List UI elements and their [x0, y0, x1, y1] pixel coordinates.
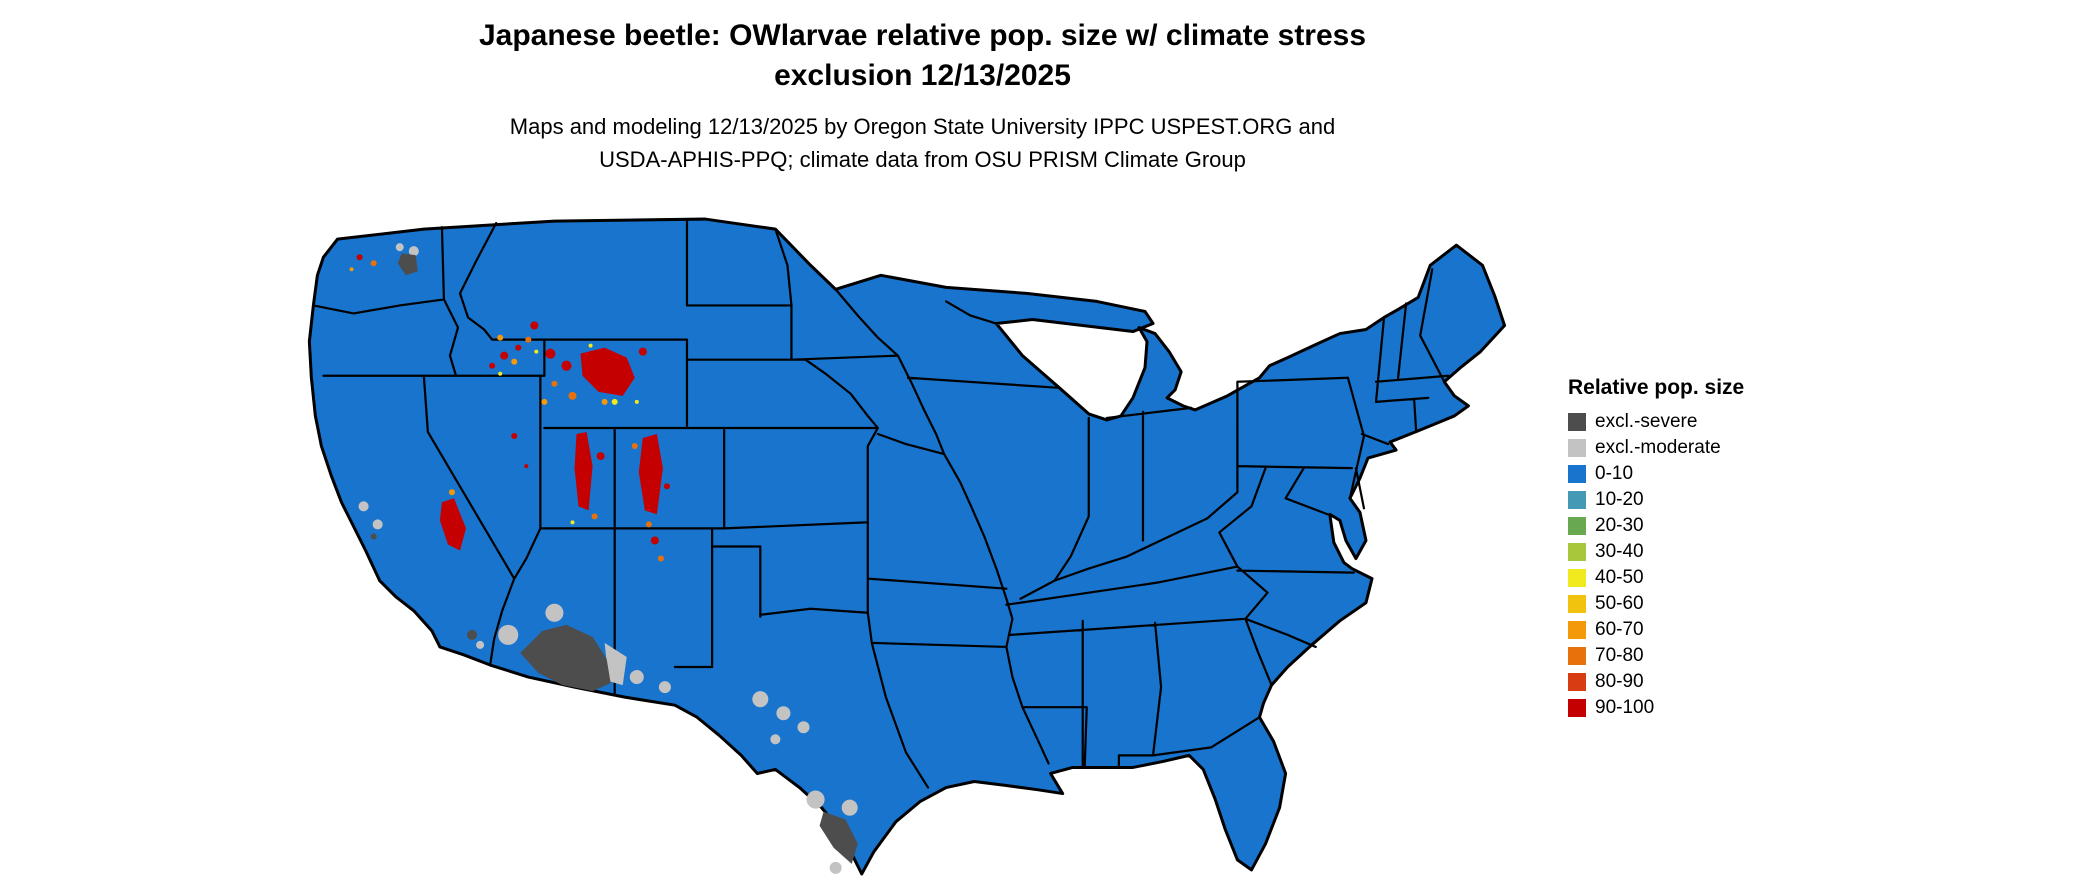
legend-swatch	[1568, 464, 1586, 483]
legend-swatch	[1568, 620, 1586, 639]
legend-item: 60-70	[1568, 620, 1828, 639]
map-title-line2: exclusion 12/13/2025	[774, 59, 1071, 92]
map-subtitle-line1: Maps and modeling 12/13/2025 by Oregon S…	[509, 114, 1336, 139]
legend-item-label: 30-40	[1595, 541, 1644, 562]
legend-item-label: 60-70	[1595, 619, 1644, 640]
map-subtitle: Maps and modeling 12/13/2025 by Oregon S…	[0, 110, 1845, 176]
legend-item: 10-20	[1568, 490, 1828, 509]
us-map-svg	[307, 217, 1507, 876]
legend-item: 90-100	[1568, 698, 1828, 717]
legend-swatch	[1568, 672, 1586, 691]
legend-item-label: excl.-severe	[1595, 411, 1698, 432]
legend-title: Relative pop. size	[1568, 376, 1745, 399]
legend-item: 50-60	[1568, 594, 1828, 613]
map-subtitle-line2: USDA-APHIS-PPQ; climate data from OSU PR…	[599, 147, 1246, 172]
us-outline	[307, 217, 1507, 876]
legend-swatch	[1568, 438, 1586, 457]
band-70-80-layer	[370, 260, 664, 562]
legend-item-label: excl.-moderate	[1595, 437, 1721, 458]
legend-swatch	[1568, 542, 1586, 561]
band-60-70-layer	[349, 267, 608, 496]
legend-item-label: 40-50	[1595, 567, 1644, 588]
legend-list: excl.-severe excl.-moderate 0-10 10-20 2…	[1568, 412, 1828, 717]
legend-item-label: 10-20	[1595, 489, 1644, 510]
legend-swatch	[1568, 594, 1586, 613]
legend-item-label: 50-60	[1595, 593, 1644, 614]
map-legend: Relative pop. size excl.-severe excl.-mo…	[1568, 376, 1828, 724]
legend-swatch	[1568, 646, 1586, 665]
legend-swatch	[1568, 698, 1586, 717]
band-90-100-layer	[356, 254, 670, 551]
legend-item: 80-90	[1568, 672, 1828, 691]
legend-item-label: 20-30	[1595, 515, 1644, 536]
legend-item: 40-50	[1568, 568, 1828, 587]
band-40-50-layer	[498, 343, 639, 525]
legend-swatch	[1568, 516, 1586, 535]
legend-swatch	[1568, 568, 1586, 587]
exclusion-moderate-layer	[358, 243, 858, 874]
exclusion-severe-layer	[370, 253, 858, 864]
figure-header: Japanese beetle: OWlarvae relative pop. …	[0, 16, 1845, 176]
state-borders	[312, 217, 1450, 789]
legend-swatch	[1568, 490, 1586, 509]
legend-item-label: 70-80	[1595, 645, 1644, 666]
legend-item: 0-10	[1568, 464, 1828, 483]
legend-swatch	[1568, 412, 1586, 431]
legend-item-label: 0-10	[1595, 463, 1634, 484]
map-title-line1: Japanese beetle: OWlarvae relative pop. …	[478, 19, 1367, 52]
legend-item: 30-40	[1568, 542, 1828, 561]
legend-item: 70-80	[1568, 646, 1828, 665]
legend-item: 20-30	[1568, 516, 1828, 535]
legend-item-label: 90-100	[1595, 697, 1655, 718]
legend-item-label: 80-90	[1595, 671, 1644, 692]
legend-item: excl.-moderate	[1568, 438, 1828, 457]
us-map	[300, 205, 1532, 892]
legend-item: excl.-severe	[1568, 412, 1828, 431]
